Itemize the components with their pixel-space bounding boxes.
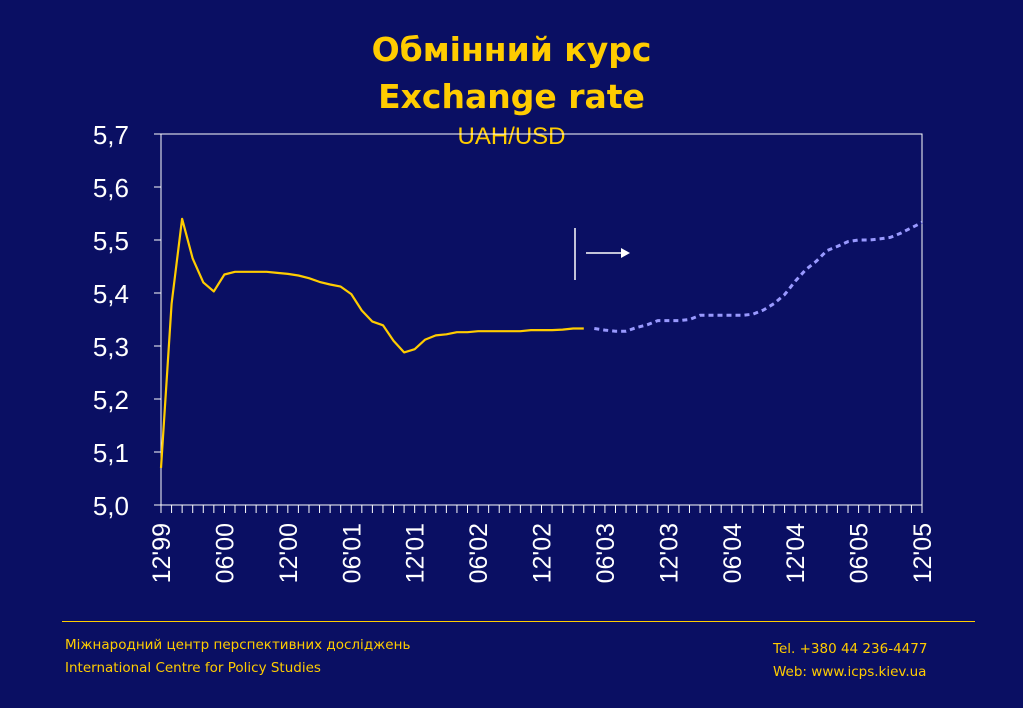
y-tick-label: 5,5 bbox=[93, 226, 129, 256]
x-tick-label: 12'01 bbox=[402, 523, 430, 583]
x-tick-label: 06'04 bbox=[719, 523, 747, 583]
footer-org-english: International Centre for Policy Studies bbox=[65, 660, 321, 676]
y-tick-label: 5,3 bbox=[93, 332, 129, 362]
x-tick-label: 12'99 bbox=[148, 523, 176, 583]
title-english: Exchange rate bbox=[378, 77, 645, 116]
y-tick-label: 5,6 bbox=[93, 173, 129, 203]
y-tick-label: 5,1 bbox=[93, 438, 129, 468]
x-tick-label: 12'03 bbox=[655, 523, 683, 583]
plot-area bbox=[160, 133, 923, 506]
x-tick-label: 12'02 bbox=[529, 523, 557, 583]
title-ukrainian: Обмінний курс bbox=[371, 30, 652, 69]
forecast-series-line bbox=[594, 221, 923, 333]
x-tick-label: 12'00 bbox=[275, 523, 303, 583]
x-tick-label: 06'03 bbox=[592, 523, 620, 583]
x-tick-label: 06'02 bbox=[465, 523, 493, 583]
actual-series-line bbox=[159, 217, 584, 468]
x-tick-label: 12'04 bbox=[782, 523, 810, 583]
x-tick-label: 06'00 bbox=[211, 523, 239, 583]
x-tick-label: 06'05 bbox=[846, 523, 874, 583]
y-tick-label: 5,7 bbox=[93, 120, 129, 150]
x-tick-label: 06'01 bbox=[338, 523, 366, 583]
x-tick-label: 12'05 bbox=[909, 523, 937, 583]
y-tick-label: 5,2 bbox=[93, 385, 129, 415]
forecast-start-arrow bbox=[574, 228, 630, 280]
footer-telephone: Tel. +380 44 236-4477 bbox=[773, 641, 928, 657]
y-tick-label: 5,4 bbox=[93, 279, 129, 309]
footer-website: Web: www.icps.kiev.ua bbox=[773, 664, 927, 680]
footer-divider bbox=[62, 621, 975, 622]
y-tick-label: 5,0 bbox=[93, 491, 129, 521]
footer-org-ukrainian: Міжнародний центр перспективних дослідже… bbox=[65, 637, 411, 653]
chart-subtitle: UAH/USD bbox=[457, 123, 566, 150]
exchange-rate-chart: 5,0 5,1 5,2 5,3 5,4 5,5 5,6 5,7 12'99 06'00 12'00 0… bbox=[93, 120, 937, 583]
